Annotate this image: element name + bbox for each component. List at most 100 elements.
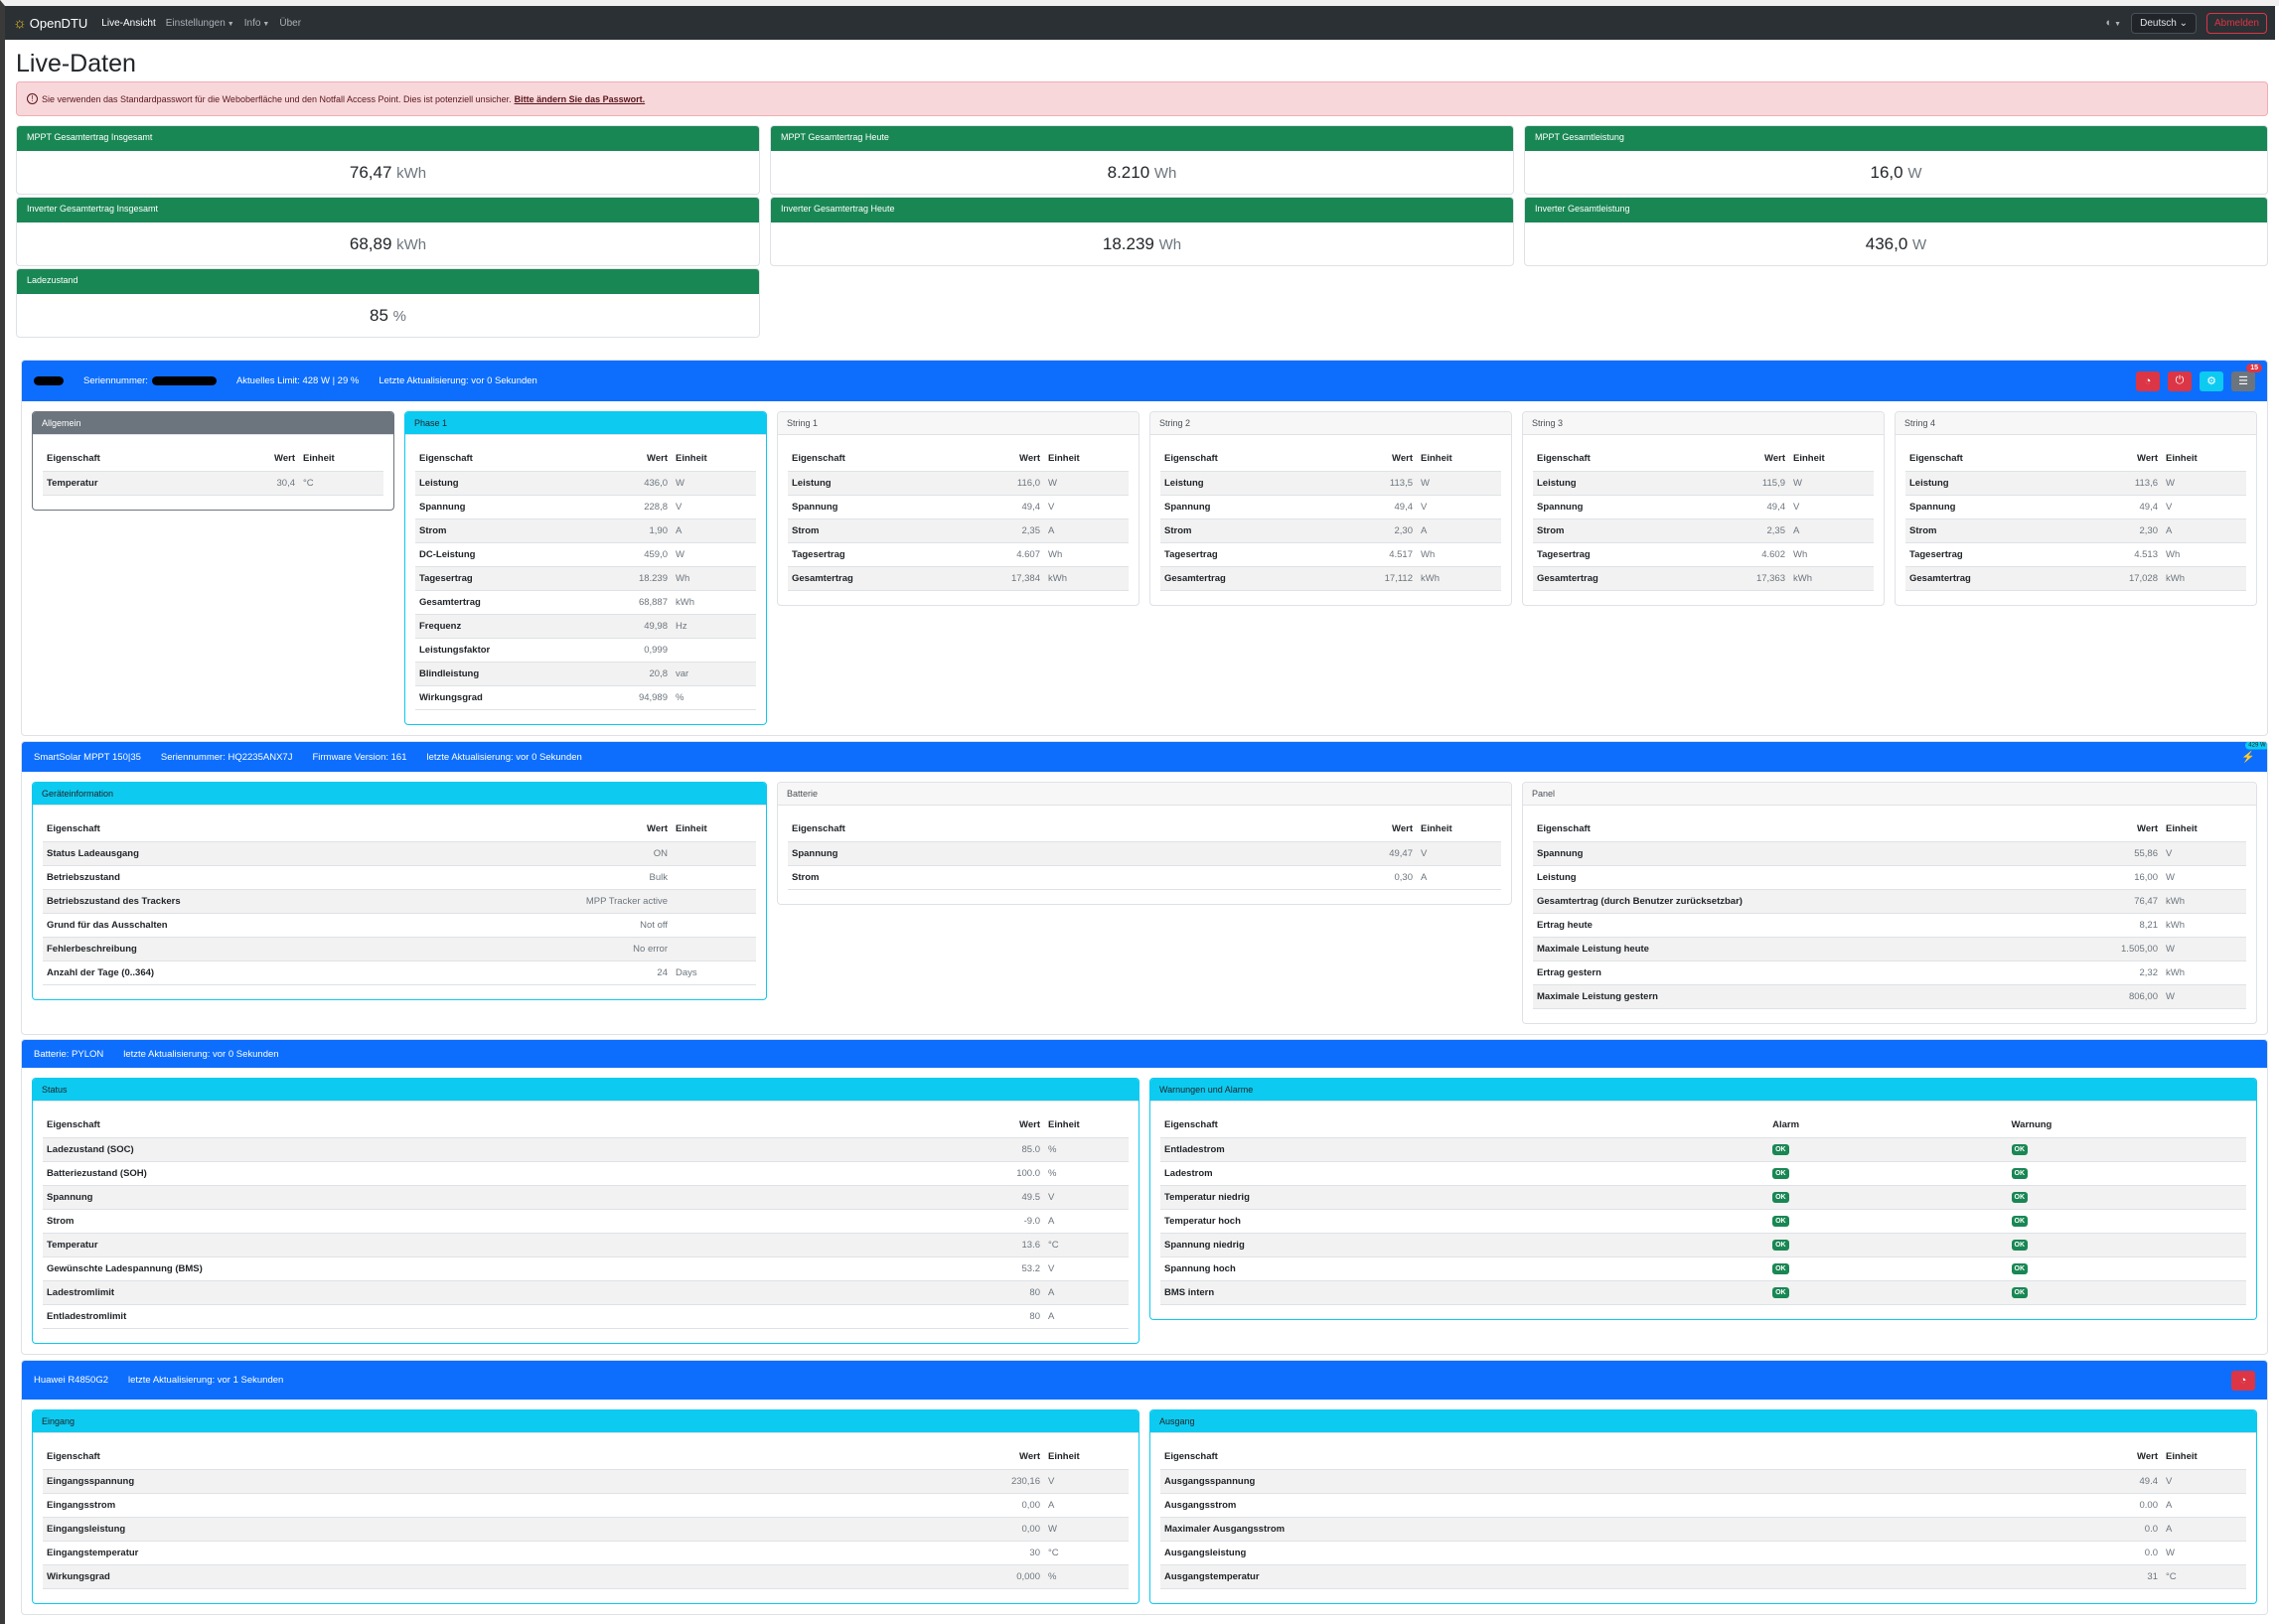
total-card: MPPT Gesamtertrag Heute 8.210 Wh bbox=[770, 125, 1514, 195]
table-header-row: Eigenschaft Wert Einheit bbox=[43, 817, 756, 842]
table-row: Ausgangsleistung 0.0 W bbox=[1160, 1541, 2246, 1565]
total-card-title: Ladezustand bbox=[17, 269, 759, 294]
column-header: Einheit bbox=[1417, 817, 1501, 842]
column-header: Einheit bbox=[1044, 1113, 1129, 1138]
table-row: Strom -9.0 A bbox=[43, 1209, 1129, 1234]
table-row: Strom 2,35 A bbox=[1533, 518, 1874, 543]
property-name: Gesamtertrag bbox=[1160, 566, 1329, 591]
property-value: 94,989 bbox=[589, 685, 672, 710]
language-select[interactable]: Deutsch ⌄ bbox=[2131, 12, 2197, 34]
table-header-row: Eigenschaft Wert Einheit bbox=[1160, 447, 1501, 472]
property-name: Strom bbox=[1905, 518, 2073, 543]
card-body: Eigenschaft Wert Einheit Temperatur 30,4 °C bbox=[33, 435, 393, 510]
total-value: 18.239 bbox=[1102, 234, 1154, 253]
property-value: 30,4 bbox=[217, 471, 299, 496]
column-header: Wert bbox=[1978, 1445, 2162, 1470]
table-row: Frequenz 49,98 Hz bbox=[415, 614, 756, 639]
property-unit: A bbox=[1044, 1280, 1129, 1305]
card-title: Panel bbox=[1523, 783, 2256, 806]
nav-einstellungen[interactable]: Einstellungen ▼ bbox=[166, 18, 234, 29]
table-row: Ausgangsspannung 49.4 V bbox=[1160, 1469, 2246, 1494]
property-name: Maximaler Ausgangsstrom bbox=[1160, 1517, 1979, 1542]
data-card: String 1 Eigenschaft Wert Einheit Leistung 11… bbox=[777, 411, 1140, 606]
section-header-inverter: Seriennummer: Aktuelles Limit: 428 W | 29… bbox=[22, 361, 2267, 401]
property-value: 0,00 bbox=[774, 1493, 1044, 1518]
column-header: Eigenschaft bbox=[43, 1113, 882, 1138]
property-name: Leistung bbox=[1533, 865, 2053, 890]
nav-info[interactable]: Info ▼ bbox=[244, 18, 270, 29]
header-info: Letzte Aktualisierung: vor 0 Sekunden bbox=[379, 375, 537, 386]
total-card: Ladezustand 85 % bbox=[16, 268, 760, 338]
total-card-title: Inverter Gesamtertrag Heute bbox=[771, 198, 1513, 222]
property-unit: Wh bbox=[1417, 542, 1501, 567]
table-row: Anzahl der Tage (0..364) 24 Days bbox=[43, 960, 756, 985]
property-name: Ladestrom bbox=[1160, 1161, 1769, 1186]
total-card-body: 18.239 Wh bbox=[771, 222, 1513, 265]
ok-badge: OK bbox=[1772, 1263, 1789, 1274]
total-unit: kWh bbox=[396, 236, 427, 253]
property-value: 49,4 bbox=[955, 495, 1044, 519]
change-password-link[interactable]: Bitte ändern Sie das Passwort. bbox=[514, 93, 646, 104]
speedometer-button[interactable]: ◔ bbox=[2231, 1370, 2255, 1391]
brand-logo[interactable]: ☼ OpenDTU bbox=[13, 15, 87, 32]
property-unit: W bbox=[1044, 1517, 1129, 1542]
ok-badge: OK bbox=[2011, 1144, 2029, 1155]
column-header: Einheit bbox=[672, 447, 756, 472]
card-title: String 1 bbox=[778, 412, 1139, 435]
property-unit: var bbox=[672, 662, 756, 686]
nav-live-ansicht[interactable]: Live-Ansicht bbox=[101, 17, 156, 29]
property-unit: A bbox=[1044, 1304, 1129, 1329]
property-name: Betriebszustand des Trackers bbox=[43, 889, 428, 914]
column-header: Wert bbox=[2072, 447, 2162, 472]
column-header: Einheit bbox=[1789, 447, 1874, 472]
card-title: Eingang bbox=[33, 1410, 1139, 1433]
cpu-button[interactable]: ⚙ bbox=[2200, 370, 2223, 391]
total-value: 76,47 bbox=[349, 163, 392, 182]
header-info: letzte Aktualisierung: vor 0 Sekunden bbox=[426, 751, 582, 763]
property-value: 0,00 bbox=[774, 1517, 1044, 1542]
property-value: 228,8 bbox=[589, 495, 672, 519]
power-button[interactable]: ⏻ bbox=[2168, 370, 2192, 391]
property-value: 68,887 bbox=[589, 590, 672, 615]
property-unit: A bbox=[1417, 518, 1501, 543]
table-header-row: Eigenschaft Wert Einheit bbox=[43, 447, 383, 472]
journal-button[interactable]: ☰ 15 bbox=[2231, 363, 2262, 391]
section-header-huawei: Huawei R4850G2 letzte Aktualisierung: vor… bbox=[22, 1361, 2267, 1400]
total-card: Inverter Gesamtertrag Heute 18.239 Wh bbox=[770, 197, 1514, 266]
property-unit: V bbox=[1044, 1256, 1129, 1281]
property-name: Wirkungsgrad bbox=[415, 685, 590, 710]
total-value: 436,0 bbox=[1865, 234, 1908, 253]
property-value: 24 bbox=[427, 960, 672, 985]
ok-badge: OK bbox=[1772, 1192, 1789, 1203]
chevron-down-icon: ⌄ bbox=[2179, 17, 2188, 29]
theme-toggle[interactable]: ◐ ▼ bbox=[2106, 17, 2122, 29]
speedometer-button[interactable]: ◔ bbox=[2136, 370, 2160, 391]
data-card: Warnungen und Alarme Eigenschaft Alarm Warn… bbox=[1149, 1078, 2257, 1320]
nav-einstellungen-label: Einstellungen bbox=[165, 17, 226, 29]
status-cell: OK bbox=[1768, 1256, 2008, 1281]
property-unit: °C bbox=[2162, 1564, 2246, 1589]
property-name: Anzahl der Tage (0..364) bbox=[43, 960, 428, 985]
property-name: Temperatur hoch bbox=[1160, 1209, 1769, 1234]
nav-ueber[interactable]: Über bbox=[279, 17, 302, 29]
data-table: Eigenschaft Wert Einheit Spannung 49,47 V Stro… bbox=[788, 817, 1501, 890]
caret-down-icon: ▼ bbox=[262, 20, 270, 28]
column-header: Eigenschaft bbox=[1160, 1445, 1979, 1470]
charger-status[interactable]: ⚡ 429 W bbox=[2241, 741, 2267, 764]
ok-badge: OK bbox=[2011, 1263, 2029, 1274]
property-unit: kWh bbox=[2162, 913, 2246, 938]
table-row: Strom 2,35 A bbox=[788, 518, 1129, 543]
table-row: Spannung 228,8 V bbox=[415, 495, 756, 519]
header-info: Aktuelles Limit: 428 W | 29 % bbox=[235, 375, 360, 386]
table-row: Maximale Leistung heute 1.505,00 W bbox=[1533, 937, 2246, 961]
column-header: Eigenschaft bbox=[43, 817, 428, 842]
property-value: 49,98 bbox=[589, 614, 672, 639]
column-header: Wert bbox=[774, 1445, 1044, 1470]
data-table: Eigenschaft Wert Einheit Ausgangsspannung 49… bbox=[1160, 1445, 2246, 1589]
logout-button[interactable]: Abmelden bbox=[2205, 12, 2267, 34]
property-name: Ertrag heute bbox=[1533, 913, 2053, 938]
property-name: Leistung bbox=[1533, 471, 1701, 496]
status-cell: OK bbox=[1768, 1209, 2008, 1234]
property-value: 55,86 bbox=[2052, 841, 2162, 866]
property-unit bbox=[672, 937, 756, 961]
